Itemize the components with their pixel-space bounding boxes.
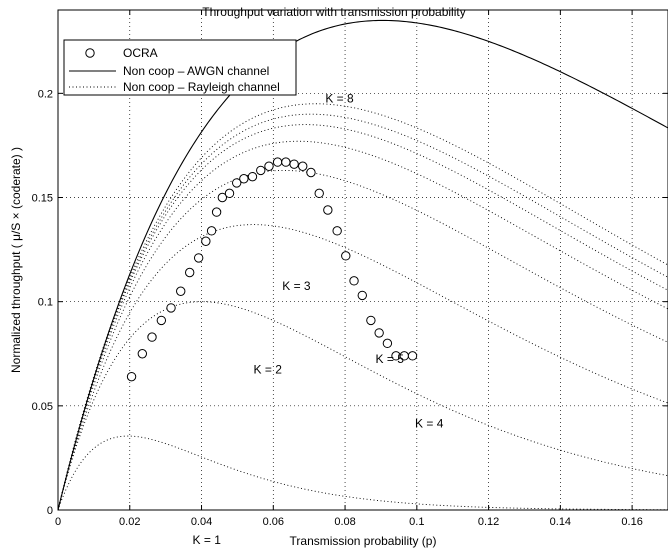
ocra-point bbox=[264, 161, 274, 171]
legend-ocra-label: OCRA bbox=[123, 46, 158, 60]
grid-lines bbox=[58, 10, 668, 510]
k-annotation: K = 4 bbox=[415, 417, 444, 431]
rayleigh-curve-k7 bbox=[57, 113, 668, 511]
y-ticks: 0 0.05 0.1 0.15 0.2 bbox=[32, 88, 668, 517]
ocra-point bbox=[247, 171, 258, 182]
k-annotation: K = 1 bbox=[193, 533, 222, 547]
ocra-point bbox=[126, 371, 137, 382]
ocra-point bbox=[256, 165, 266, 176]
ocra-point bbox=[193, 253, 204, 263]
ocra-point bbox=[166, 303, 176, 313]
rayleigh-curve-k4 bbox=[57, 169, 668, 511]
ocra-point bbox=[201, 236, 211, 246]
ocra-point bbox=[349, 276, 359, 286]
ocra-point bbox=[206, 226, 217, 236]
ocra-point bbox=[176, 286, 186, 296]
y-axis-label: Normalized throughput ( μ/S × (coderate)… bbox=[9, 147, 23, 373]
ocra-point bbox=[374, 328, 384, 338]
legend-box bbox=[63, 39, 297, 96]
y-tick-label: 0.1 bbox=[38, 297, 53, 309]
awgn-curve bbox=[57, 19, 668, 511]
chart-title: Throughput variation with transmission p… bbox=[202, 5, 465, 19]
ocra-point bbox=[323, 205, 333, 215]
y-tick-label: 0.05 bbox=[32, 401, 53, 413]
x-tick-label: 0.14 bbox=[550, 516, 571, 528]
x-tick-label: 0.02 bbox=[119, 516, 140, 528]
ocra-point bbox=[357, 290, 367, 301]
ocra-point bbox=[332, 226, 342, 236]
x-tick-label: 0.04 bbox=[191, 516, 212, 528]
ocra-point bbox=[147, 332, 157, 342]
plot-frame bbox=[57, 9, 668, 511]
x-tick-label: 0.06 bbox=[263, 516, 284, 528]
ocra-point bbox=[306, 167, 316, 178]
ocra-point bbox=[224, 188, 235, 199]
k-annotation: K = 2 bbox=[254, 362, 283, 376]
x-tick-label: 0.1 bbox=[409, 516, 424, 528]
k-annotation: K = 3 bbox=[282, 279, 311, 293]
rayleigh-curve-k5 bbox=[57, 140, 668, 511]
k-annotation: K = 5 bbox=[376, 352, 405, 366]
x-tick-label: 0.08 bbox=[334, 516, 355, 528]
legend-ocra-marker bbox=[85, 48, 95, 58]
rayleigh-curve-k3 bbox=[57, 224, 668, 511]
ocra-point bbox=[231, 178, 242, 188]
x-axis-label: Transmission probability (p) bbox=[290, 534, 437, 548]
y-tick-label: 0.15 bbox=[32, 193, 53, 205]
legend-rayleigh-label: Non coop – Rayleigh channel bbox=[123, 80, 280, 94]
rayleigh-curve-k1 bbox=[57, 435, 668, 511]
ocra-point bbox=[272, 157, 283, 167]
ocra-point bbox=[341, 251, 351, 261]
ocra-point bbox=[217, 192, 228, 203]
ocra-point bbox=[184, 267, 195, 278]
ocra-point bbox=[298, 161, 308, 171]
curve-annotations: K = 8 K = 3 K = 5 K = 2 K = 4 K = 1 bbox=[193, 92, 444, 548]
x-tick-label: 0 bbox=[55, 516, 61, 528]
ocra-point bbox=[281, 157, 291, 167]
y-tick-label: 0.2 bbox=[38, 88, 53, 100]
ocra-markers bbox=[126, 157, 418, 382]
ocra-point bbox=[407, 351, 418, 361]
k-annotation: K = 8 bbox=[325, 92, 354, 106]
x-tick-label: 0.16 bbox=[621, 516, 642, 528]
ocra-point bbox=[211, 207, 222, 217]
ocra-point bbox=[289, 159, 299, 169]
rayleigh-curve-k8 bbox=[57, 103, 668, 511]
x-tick-label: 0.12 bbox=[478, 516, 499, 528]
y-tick-label: 0 bbox=[47, 505, 53, 517]
ocra-point bbox=[314, 188, 324, 199]
ocra-point bbox=[137, 349, 148, 359]
ocra-point bbox=[382, 338, 393, 349]
legend: OCRA Non coop – AWGN channel Non coop – … bbox=[63, 39, 297, 96]
x-ticks: 0 0.02 0.04 0.06 0.08 0.1 0.12 0.14 0.16 bbox=[55, 10, 643, 528]
ocra-point bbox=[366, 315, 376, 326]
plot-curves bbox=[57, 19, 668, 511]
legend-awgn-label: Non coop – AWGN channel bbox=[123, 64, 269, 78]
ocra-point bbox=[239, 174, 249, 184]
ocra-point bbox=[156, 315, 167, 326]
rayleigh-curve-k6 bbox=[57, 124, 668, 511]
